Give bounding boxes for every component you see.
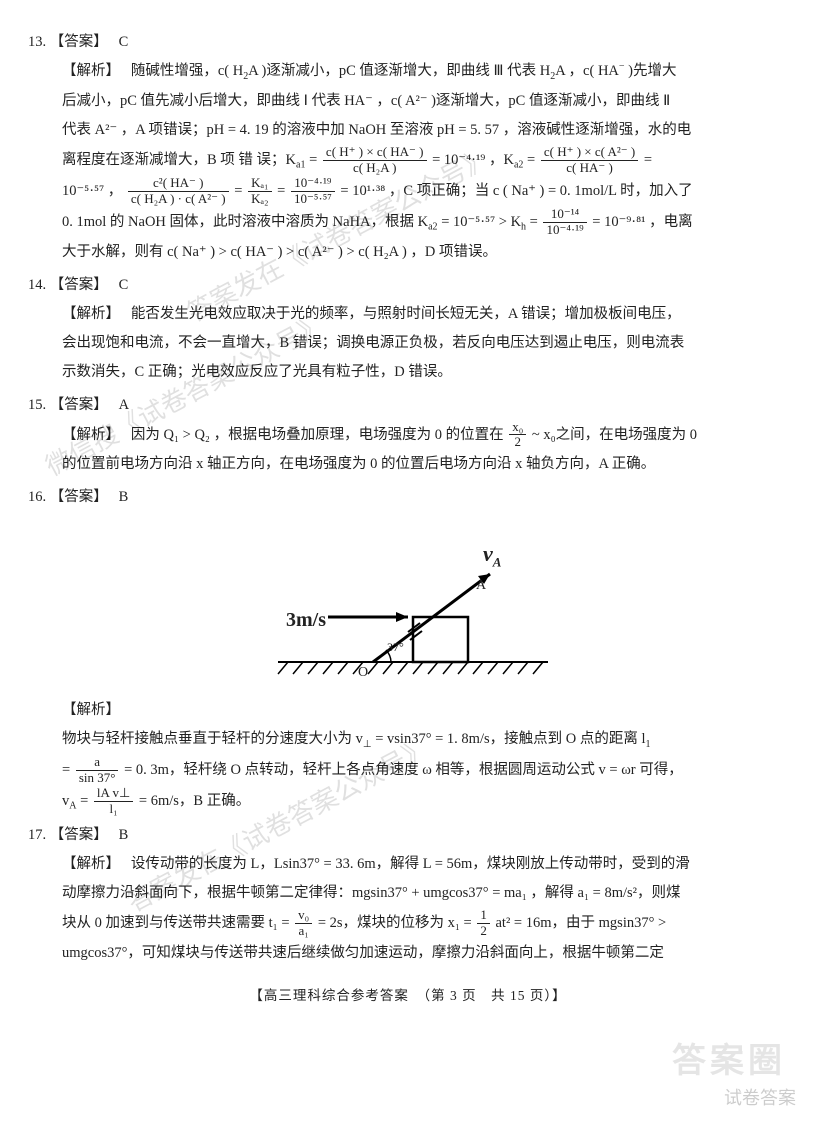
fraction: 10⁻⁴·¹⁹10⁻⁵·⁵⁷ [291,176,335,207]
explain-label: 【解析】 [62,702,120,718]
text: = 10⁻⁴·¹⁹ ，K [432,152,514,168]
q-number: 16. [28,489,46,505]
answer-label: 【答案】 [50,34,101,50]
answer-label: 【答案】 [50,397,101,413]
text: umgcos37°，可知煤块与传送带共速后继续做匀加速运动，摩擦力沿斜面向上，根… [62,939,788,968]
fraction: c( H⁺ ) × c( HA⁻ )c( H₂A ) [323,145,427,176]
text: = vsin37° = 1. 8m/s，接触点到 O 点的距离 l [372,731,646,747]
text: 的位置前电场方向沿 x 轴正方向，在电场强度为 0 的位置后电场方向沿 x 轴负… [62,450,788,479]
text: 能否发生光电效应取决于光的频率，与照射时间长短无关，A 错误；增加极板间电压， [131,306,681,322]
diagram-speed-label: 3m/s [286,600,326,640]
watermark-bottom: 试卷答案 [724,1080,796,1116]
answer-value: C [119,34,129,50]
text: 设传动带的长度为 L，Lsin37° = 33. 6m，解得 L = 56m，煤… [131,856,690,872]
fraction: v₀a₁ [295,908,312,939]
text: 代表 A²⁻ ，A 项错误；pH = 4. 19 的溶液中加 NaOH 至溶液 … [62,116,788,145]
answer-label: 【答案】 [50,277,101,293]
text: )先增大 [625,63,677,79]
diagram-va-label: vA [483,532,501,576]
answer-value: A [119,397,129,413]
text: 大于水解，则有 c( Na⁺ ) > c( HA⁻ ) > c( A²⁻ ) >… [62,238,788,267]
text: = 10¹·³⁸ ，C 项正确；当 c ( Na⁺ ) = 0. 1mol/L … [340,183,692,199]
diagram-point-o: O [358,659,368,687]
watermark-logo: 答案圈 [672,1028,786,1096]
text: = 6m/s，B 正确。 [139,793,250,809]
question-13: 13. 【答案】 C 【解析】 随碱性增强，c( H2A )逐渐减小，pC 值逐… [28,28,788,267]
text: 物块与轻杆接触点垂直于轻杆的分速度大小为 v [62,731,363,747]
text: = [234,183,246,199]
text: 动摩擦力沿斜面向下，根据牛顿第二定律得：mgsin37° + umgcos37°… [62,879,788,908]
answer-label: 【答案】 [50,827,101,843]
answer-value: B [119,827,129,843]
fraction: c( H⁺ ) × c( A²⁻ )c( HA⁻ ) [541,145,638,176]
text: = 2s，煤块的位移为 x₁ = [318,915,476,931]
diagram-point-a: A [476,572,486,600]
question-14: 14. 【答案】 C 【解析】 能否发生光电效应取决于光的频率，与照射时间长短无… [28,271,788,387]
fraction: 10⁻¹⁴10⁻⁴·¹⁹ [543,207,586,238]
explain-label: 【解析】 [62,63,113,79]
text: = 10⁻⁹·⁸¹ ，电离 [592,213,692,229]
q-number: 15. [28,397,46,413]
text: = [76,793,91,809]
q-number: 17. [28,827,46,843]
text: 示数消失，C 正确；光电效应反应了光具有粒子性，D 错误。 [62,358,788,387]
text: A )逐渐减小，pC 值逐渐增大，即曲线 Ⅲ 代表 H [248,63,550,79]
text: = [526,213,541,229]
text: = 0. 3m，轻杆绕 O 点转动，轻杆上各点角速度 ω 相等，根据圆周运动公式… [124,762,683,778]
answer-value: C [119,277,129,293]
text: at² = 16m，由于 mgsin37° > [496,915,667,931]
explain-label: 【解析】 [62,306,113,322]
question-16: 16. 【答案】 B [28,483,788,817]
answer-label: 【答案】 [50,489,101,505]
q-number: 14. [28,277,46,293]
text: = [644,152,652,168]
text: 随碱性增强，c( H [131,63,243,79]
answer-value: B [119,489,129,505]
text: 会出现饱和电流，不会一直增大，B 错误；调换电源正负极，若反向电压达到遏止电压，… [62,329,788,358]
fraction: 12 [477,908,490,939]
text: = 10⁻⁵·⁵⁷ > K [438,213,521,229]
text: 后减小，pC 值先减小后增大，即曲线 Ⅰ 代表 HA⁻ ，c( A²⁻ )逐渐增… [62,87,788,116]
text: = [62,762,74,778]
text: A ，c( HA [555,63,619,79]
fraction: Kₐ₁Kₐ₂ [248,176,271,207]
text: 离程度在逐渐减增大，B 项 错 误；K [62,152,296,168]
question-15: 15. 【答案】 A 【解析】 因为 Q₁ > Q₂ ，根据电场叠加原理，电场强… [28,391,788,480]
text: = [277,183,289,199]
question-17: 17. 【答案】 B 【解析】 设传动带的长度为 L，Lsin37° = 33.… [28,821,788,968]
fraction: asin 37° [76,755,119,786]
text: = [305,152,320,168]
text: ~ x₀之间，在电场强度为 0 [532,426,697,442]
text: 因为 Q₁ > Q₂ ，根据电场叠加原理，电场强度为 0 的位置在 [131,426,504,442]
physics-diagram: 3m/s 37° O A vA [258,522,558,692]
page-footer: 【高三理科综合参考答案 （第 3 页 共 15 页）】 [28,982,788,1009]
explain-label: 【解析】 [62,856,113,872]
q-number: 13. [28,34,46,50]
fraction: c²( HA⁻ )c( H₂A ) · c( A²⁻ ) [128,176,229,207]
text: 0. 1mol 的 NaOH 固体，此时溶液中溶质为 NaHA，根据 K [62,213,428,229]
text: 10⁻⁵·⁵⁷ ， [62,183,122,199]
text: 块从 0 加速到与传送带共速需要 t₁ = [62,915,293,931]
fraction: lA v⊥l₁ [94,786,133,817]
fraction: x₀2 [509,420,526,451]
diagram-angle-label: 37° [387,635,404,659]
explain-label: 【解析】 [62,426,113,442]
